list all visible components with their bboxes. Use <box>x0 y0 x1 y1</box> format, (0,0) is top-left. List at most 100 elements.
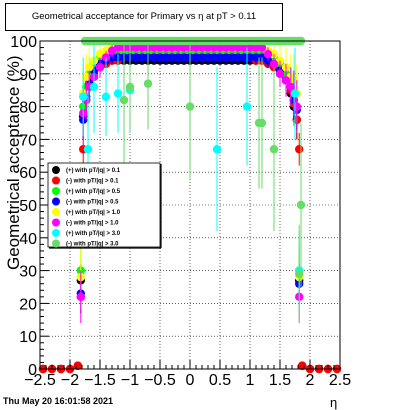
data-point <box>85 63 94 72</box>
data-point <box>82 72 91 82</box>
data-point <box>209 53 219 62</box>
x-tick-label: −2.5 <box>24 372 56 389</box>
data-point <box>149 53 159 62</box>
axes: −2.5 −2 −1.5 −1 −0.5 0 0.5 1 1.5 2 2.5 0 10 20 30 40 50 6… <box>10 34 351 389</box>
data-point <box>251 53 261 62</box>
legend-marker <box>52 187 60 195</box>
data-point <box>203 53 213 62</box>
y-tick-label: 60 <box>19 165 37 182</box>
chart-title: Geometrical acceptance for Primary vs η … <box>5 3 283 31</box>
y-tick-label: 0 <box>28 362 37 379</box>
y-tick-label: 40 <box>19 231 37 248</box>
data-point <box>239 53 249 62</box>
data-point <box>290 89 300 98</box>
data-point <box>215 53 225 62</box>
data-point <box>161 43 171 52</box>
legend: (+) with pT/|q| > 0.1 (-) with pT/|q| > 0… <box>47 162 162 249</box>
legend-entry: (+) with pT/|q| > 0.1 <box>66 168 121 174</box>
data-point <box>179 53 189 62</box>
data-point <box>137 53 147 62</box>
data-point <box>119 95 129 105</box>
legend-marker <box>52 208 60 216</box>
data-point <box>233 53 243 62</box>
data-point <box>79 92 88 101</box>
data-point <box>257 118 267 128</box>
x-tick-label: −2 <box>61 372 79 389</box>
x-tick-label: 2.5 <box>329 372 351 389</box>
x-tick-label: −1.5 <box>84 372 116 389</box>
data-point <box>95 63 105 72</box>
data-point <box>239 43 249 52</box>
data-point <box>197 53 207 62</box>
legend-marker <box>52 239 60 248</box>
data-point <box>227 53 237 62</box>
legend-marker <box>52 176 60 185</box>
data-point <box>143 79 153 88</box>
legend-marker <box>52 197 60 206</box>
y-tick-label: 100 <box>10 34 37 51</box>
legend-box <box>47 162 161 248</box>
data-point <box>281 76 291 85</box>
data-point <box>296 200 306 210</box>
data-point <box>242 102 252 111</box>
data-point <box>292 102 301 111</box>
data-point <box>257 43 267 52</box>
data-point <box>179 43 189 52</box>
data-point <box>155 53 165 62</box>
data-point <box>212 145 222 154</box>
data-point <box>263 49 273 59</box>
legend-marker <box>52 229 60 237</box>
y-tick-label: 70 <box>19 132 37 149</box>
data-point <box>209 43 219 52</box>
x-tick-label: 1.5 <box>269 372 291 389</box>
data-point <box>113 43 123 52</box>
data-point <box>197 43 207 52</box>
data-point <box>137 43 147 52</box>
data-point <box>221 43 231 52</box>
data-point <box>125 82 135 92</box>
x-tick-label: 0 <box>186 372 195 389</box>
legend-entry: (-) with pT/|q| > 0.1 <box>66 179 119 185</box>
data-point <box>269 59 279 69</box>
legend-entry: (-) with pT/|q| > 1.0 <box>66 221 119 227</box>
legend-entry: (+) with pT/|q| > 0.5 <box>66 189 121 195</box>
data-point <box>89 82 99 92</box>
data-point <box>167 53 177 62</box>
data-point <box>295 269 304 279</box>
data-point <box>275 69 285 79</box>
data-point <box>191 53 201 62</box>
data-point <box>161 53 171 62</box>
data-point <box>131 43 141 52</box>
x-tick-label: 2 <box>306 372 315 389</box>
data-point <box>185 102 195 111</box>
legend-entry: (+) with pT/|q| > 1.0 <box>66 210 121 216</box>
data-point <box>173 53 183 62</box>
legend-entry: (+) with pT/|q| > 3.0 <box>66 231 121 237</box>
x-tick-label: −0.5 <box>144 372 176 389</box>
data-point <box>167 43 177 52</box>
data-point <box>221 53 231 62</box>
legend-marker <box>52 166 60 174</box>
x-tick-label: 0.5 <box>209 372 231 389</box>
data-point <box>101 92 111 101</box>
data-point <box>227 43 237 52</box>
x-tick-label: −1 <box>121 372 139 389</box>
data-point <box>269 145 279 154</box>
data-point <box>245 53 255 62</box>
data-point <box>215 43 225 52</box>
data-point <box>76 292 86 302</box>
legend-entry: (-) with pT/|q| > 0.5 <box>66 200 119 206</box>
y-tick-label: 10 <box>19 329 37 346</box>
data-point <box>251 43 261 52</box>
data-point <box>149 43 159 52</box>
data-point <box>233 43 243 52</box>
y-tick-label: 90 <box>19 67 37 84</box>
y-tick-label: 80 <box>19 100 37 117</box>
x-axis-label: η <box>330 395 338 410</box>
data-point <box>113 89 123 98</box>
data-point <box>83 145 93 154</box>
data-point <box>286 82 295 92</box>
data-point <box>203 43 213 52</box>
data-point <box>155 43 165 52</box>
